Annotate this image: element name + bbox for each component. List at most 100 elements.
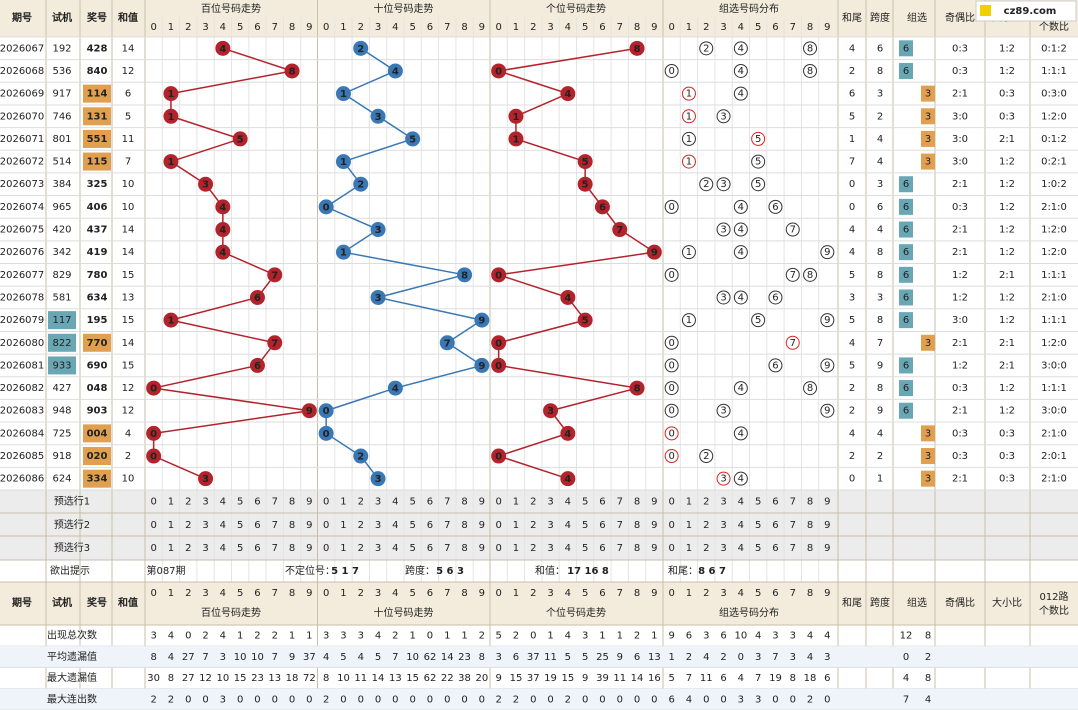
span: 8 xyxy=(877,383,883,394)
digit-header: 5 xyxy=(237,22,243,33)
hint-item-label: 和值： xyxy=(535,564,565,577)
zuxuan-box xyxy=(921,130,935,147)
group-digit: 1 xyxy=(686,134,692,145)
preselect-digit: 2 xyxy=(185,543,191,554)
span: 6 xyxy=(877,43,883,54)
preselect-digit: 0 xyxy=(495,520,501,531)
stats-label: 最大遗漏值 xyxy=(47,671,97,684)
preselect-digit: 2 xyxy=(703,497,709,508)
trend-ball xyxy=(284,63,300,79)
prize-number: 334 xyxy=(87,474,108,485)
ball-digit: 3 xyxy=(375,112,382,123)
ball-digit: 3 xyxy=(375,474,382,485)
sum: 12 xyxy=(122,383,135,394)
trend-ball xyxy=(387,63,403,79)
ball-digit: 0 xyxy=(495,452,502,463)
group-digit: 5 xyxy=(755,134,761,145)
sum-tail: 2 xyxy=(849,406,855,417)
trend-ball xyxy=(491,63,507,79)
digit-header: 3 xyxy=(202,588,208,599)
column-header: 奇偶比 xyxy=(945,11,975,24)
trend-ball xyxy=(215,222,231,238)
preselect-digit: 8 xyxy=(634,520,640,531)
group-circle xyxy=(820,403,835,418)
digit-header: 9 xyxy=(824,22,830,33)
span: 3 xyxy=(877,179,883,190)
prize-number: 770 xyxy=(87,338,108,349)
zuxuan-box xyxy=(899,221,913,238)
group-digit: 1 xyxy=(686,157,692,168)
stats-value: 8 xyxy=(168,673,174,684)
column-header: 期号 xyxy=(12,11,32,24)
stats-value: 7 xyxy=(392,652,398,663)
group-digit: 9 xyxy=(824,406,830,417)
preselect-digit: 3 xyxy=(202,497,208,508)
ball-digit: 7 xyxy=(271,338,278,349)
preselect-label: 预选行3 xyxy=(54,541,90,554)
preselect-digit: 0 xyxy=(150,520,156,531)
period: 2026085 xyxy=(0,451,44,462)
trend-ball xyxy=(146,380,162,396)
stats-value: 9 xyxy=(617,652,623,663)
group-circle xyxy=(681,109,696,124)
preselect-digit: 2 xyxy=(358,520,364,531)
zuxuan-box xyxy=(921,334,935,351)
zuxuan: 3 xyxy=(925,134,931,145)
digit-header: 2 xyxy=(703,588,709,599)
stats-value: 3 xyxy=(340,631,346,642)
stats-value: 0 xyxy=(358,694,364,705)
preselect-digit: 7 xyxy=(272,543,278,554)
group-digit: 6 xyxy=(772,292,778,303)
period: 2026068 xyxy=(0,66,44,77)
stats-value: 0 xyxy=(617,694,623,705)
stats-value: 9 xyxy=(582,673,588,684)
group-digit: 4 xyxy=(738,428,744,439)
preselect-digit: 0 xyxy=(150,497,156,508)
stats-value: 10 xyxy=(406,652,419,663)
column-header: 奖号 xyxy=(87,596,107,609)
trend-ball xyxy=(491,267,507,283)
stats-value: 0 xyxy=(479,694,485,705)
stats-value: 7 xyxy=(755,673,761,684)
prize-highlight xyxy=(83,333,111,352)
group-digit: 4 xyxy=(738,66,744,77)
sum: 7 xyxy=(125,157,131,168)
group-circle xyxy=(664,426,679,441)
sum: 14 xyxy=(122,247,135,258)
ball-digit: 0 xyxy=(495,66,502,77)
group-digit: 3 xyxy=(720,474,726,485)
trend-ball xyxy=(560,471,576,487)
footer-header-bg xyxy=(0,582,1078,625)
prize-highlight xyxy=(83,424,111,443)
group-digit: 3 xyxy=(720,225,726,236)
ball-digit: 5 xyxy=(409,134,416,145)
road-012: 2:0:1 xyxy=(1041,451,1067,462)
digit-header: 7 xyxy=(617,588,623,599)
sum-tail: 5 xyxy=(849,111,855,122)
group-digit: 9 xyxy=(824,360,830,371)
preselect-digit: 8 xyxy=(807,520,813,531)
digit-header: 8 xyxy=(461,588,467,599)
trend-ball xyxy=(335,244,351,260)
trial-number: 342 xyxy=(52,247,71,258)
stats-value: 2 xyxy=(272,631,278,642)
ball-digit: 1 xyxy=(340,248,347,259)
ball-digit: 5 xyxy=(582,316,589,327)
stats-value: 2 xyxy=(495,694,501,705)
road-012: 1:1:1 xyxy=(1041,315,1067,326)
ball-digit: 1 xyxy=(340,157,347,168)
column-header: 奇偶比 xyxy=(945,596,975,609)
preselect-digit: 2 xyxy=(358,543,364,554)
stats-value: 1 xyxy=(306,631,312,642)
stats-value: 5 xyxy=(495,631,501,642)
stats-value: 3 xyxy=(323,631,329,642)
trend-ball xyxy=(491,448,507,464)
stats-value: 0 xyxy=(599,694,605,705)
stats-value: 6 xyxy=(634,652,640,663)
span: 8 xyxy=(877,315,883,326)
hint-item-value: 5 6 3 xyxy=(436,566,464,577)
stats-value: 5 xyxy=(340,652,346,663)
stats-value: 0 xyxy=(289,694,295,705)
preselect-digit: 0 xyxy=(668,497,674,508)
preselect-digit: 5 xyxy=(755,520,761,531)
